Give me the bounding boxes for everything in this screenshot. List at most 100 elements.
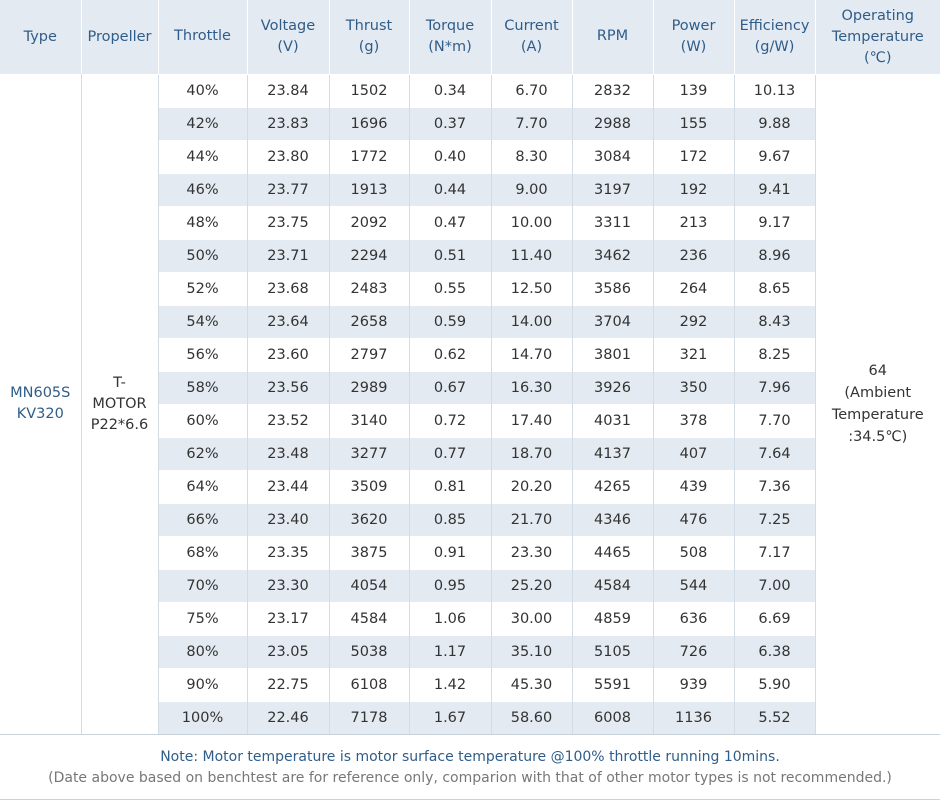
cell-throttle: 66% [157,502,247,536]
cell-torque: 0.81 [408,469,491,503]
cell-efficiency: 9.41 [733,172,815,206]
cell-rpm: 6008 [571,700,653,734]
cell-rpm: 4346 [571,502,653,536]
cell-thrust: 1772 [328,139,409,173]
cell-efficiency: 8.43 [733,304,815,338]
cell-throttle: 75% [157,601,247,635]
cell-current: 14.00 [490,304,572,338]
cell-current: 7.70 [490,106,572,140]
ambient-line: Temperature [831,407,924,423]
cell-thrust: 3509 [328,469,409,503]
cell-rpm: 3586 [571,271,653,305]
cell-torque: 1.67 [408,700,491,734]
motor-type-line: MN605S [10,385,71,401]
cell-current: 12.50 [490,271,572,305]
cell-torque: 1.17 [408,634,491,668]
cell-rpm: 3704 [571,304,653,338]
cell-thrust: 3277 [328,436,409,470]
cell-current: 10.00 [490,205,572,239]
cell-thrust: 5038 [328,634,409,668]
header-propeller: Propeller [80,0,158,74]
header-throttle: Throttle [157,0,247,74]
cell-thrust: 4584 [328,601,409,635]
cell-voltage: 23.56 [246,370,329,404]
cell-throttle: 64% [157,469,247,503]
operating-temperature-cell: 64 (Ambient Temperature:34.5℃) [814,74,940,734]
motor-type-cell: MN605S KV320 [0,74,81,734]
cell-power: 155 [652,106,734,140]
header-power: Power (W) [652,0,734,74]
cell-throttle: 56% [157,337,247,371]
cell-voltage: 23.84 [246,73,329,107]
cell-throttle: 50% [157,238,247,272]
cell-torque: 0.34 [408,73,491,107]
table-row: 68% 23.35 3875 0.91 23.30 4465 508 7.17 [0,535,940,569]
cell-rpm: 4465 [571,535,653,569]
table-body: MN605S KV320 T- MOTOR P22*6.6 40% 23.84 1502 0.3… [0,73,940,734]
cell-power: 139 [652,73,734,107]
cell-torque: 0.37 [408,106,491,140]
table-row: 44% 23.80 1772 0.40 8.30 3084 172 9.67 [0,139,940,173]
cell-efficiency: 5.52 [733,700,815,734]
cell-efficiency: 8.25 [733,337,815,371]
table-row: 66% 23.40 3620 0.85 21.70 4346 476 7.25 [0,502,940,536]
cell-thrust: 2483 [328,271,409,305]
cell-current: 20.20 [490,469,572,503]
cell-torque: 0.85 [408,502,491,536]
cell-torque: 0.55 [408,271,491,305]
cell-power: 172 [652,139,734,173]
cell-efficiency: 7.17 [733,535,815,569]
table-row: 54% 23.64 2658 0.59 14.00 3704 292 8.43 [0,304,940,338]
cell-rpm: 3801 [571,337,653,371]
cell-power: 213 [652,205,734,239]
cell-current: 23.30 [490,535,572,569]
cell-rpm: 2832 [571,73,653,107]
cell-rpm: 4265 [571,469,653,503]
cell-efficiency: 9.17 [733,205,815,239]
cell-throttle: 62% [157,436,247,470]
table-row: 60% 23.52 3140 0.72 17.40 4031 378 7.70 [0,403,940,437]
cell-throttle: 70% [157,568,247,602]
cell-efficiency: 7.25 [733,502,815,536]
cell-voltage: 23.68 [246,271,329,305]
table-row: 75% 23.17 4584 1.06 30.00 4859 636 6.69 [0,601,940,635]
cell-thrust: 6108 [328,667,409,701]
cell-throttle: 42% [157,106,247,140]
cell-voltage: 23.40 [246,502,329,536]
cell-efficiency: 7.36 [733,469,815,503]
table-row: 56% 23.60 2797 0.62 14.70 3801 321 8.25 [0,337,940,371]
cell-thrust: 3620 [328,502,409,536]
cell-voltage: 23.64 [246,304,329,338]
cell-voltage: 23.77 [246,172,329,206]
cell-efficiency: 9.88 [733,106,815,140]
header-row: Type Propeller Throttle Voltage (V) Thrus… [0,0,940,74]
cell-efficiency: 9.67 [733,139,815,173]
cell-voltage: 23.83 [246,106,329,140]
cell-voltage: 23.60 [246,337,329,371]
cell-efficiency: 6.69 [733,601,815,635]
propeller-line: MOTOR [92,395,147,412]
cell-thrust: 2092 [328,205,409,239]
header-rpm: RPM [571,0,653,74]
ambient-line: (Ambient [844,385,912,401]
cell-efficiency: 8.96 [733,238,815,272]
cell-current: 45.30 [490,667,572,701]
cell-thrust: 2658 [328,304,409,338]
cell-thrust: 4054 [328,568,409,602]
cell-rpm: 5105 [571,634,653,668]
cell-power: 544 [652,568,734,602]
cell-rpm: 3084 [571,139,653,173]
cell-torque: 0.59 [408,304,491,338]
cell-thrust: 3140 [328,403,409,437]
cell-power: 350 [652,370,734,404]
cell-efficiency: 5.90 [733,667,815,701]
table-row: 62% 23.48 3277 0.77 18.70 4137 407 7.64 [0,436,940,470]
cell-voltage: 23.35 [246,535,329,569]
header-efficiency: Efficiency (g/W) [733,0,815,74]
cell-rpm: 4584 [571,568,653,602]
cell-current: 8.30 [490,139,572,173]
ambient-value: :34.5℃) [848,429,908,445]
cell-voltage: 23.80 [246,139,329,173]
cell-voltage: 23.17 [246,601,329,635]
cell-torque: 0.72 [408,403,491,437]
